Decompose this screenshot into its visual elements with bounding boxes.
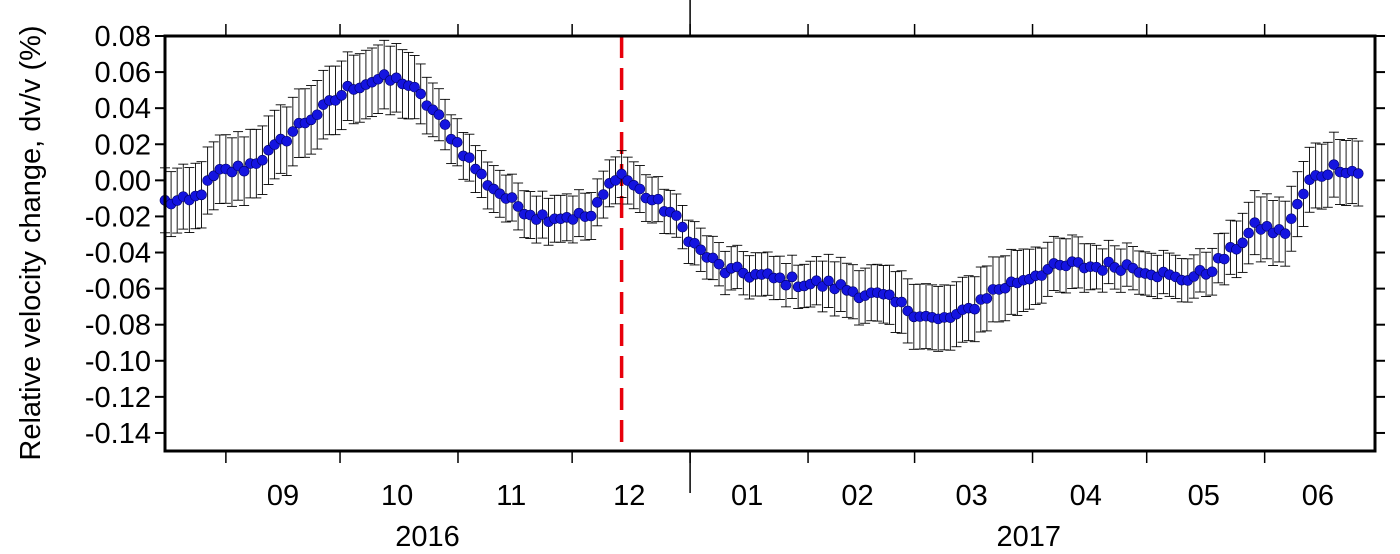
data-point (823, 275, 834, 287)
x-tick-label: 11 (496, 480, 526, 512)
data-point (1261, 220, 1273, 232)
data-point (1322, 169, 1334, 181)
data-point (1279, 228, 1291, 239)
y-tick-label: -0.02 (85, 201, 151, 233)
data-point (695, 244, 707, 256)
data-point (1285, 213, 1297, 225)
y-tick-label: 0.06 (95, 57, 151, 89)
data-point (786, 271, 798, 283)
data-point (634, 183, 646, 195)
data-point (311, 109, 323, 121)
data-point (616, 168, 627, 180)
plot-area (165, 36, 1375, 451)
data-point (336, 90, 347, 101)
y-tick-label: 0.08 (95, 21, 151, 53)
x-tick-label: 12 (613, 480, 645, 512)
data-point (591, 197, 603, 208)
data-point (598, 189, 609, 200)
data-point (415, 88, 426, 100)
x-tick-label: 09 (267, 480, 299, 512)
data-point (1237, 237, 1248, 249)
y-axis: 0.08 0.06 0.04 0.02 0.00 -0.02 -0.04 -0.06 -0.08… (85, 21, 1385, 450)
x-tick-label: 06 (1302, 480, 1334, 512)
x-tick-label: 10 (381, 480, 413, 512)
x-tick-label: 04 (1070, 480, 1102, 512)
y-axis-label: Relative velocity change, dv/v (%) (15, 25, 47, 460)
y-tick-label: 0.02 (95, 129, 151, 161)
data-point (1206, 266, 1218, 278)
data-point (506, 192, 518, 203)
data-point (585, 210, 597, 222)
data-point (208, 170, 220, 182)
data-point (677, 221, 688, 233)
year-label: 2017 (996, 521, 1061, 553)
data-point-layer (159, 69, 1364, 325)
x-axis: 09 10 11 12 01 02 03 04 05 06 2016 2017 (225, 0, 1334, 553)
data-point (476, 168, 487, 180)
data-point (281, 135, 293, 147)
data-point (1249, 217, 1261, 228)
data-point (287, 126, 299, 137)
data-point (780, 279, 792, 291)
data-point (652, 193, 664, 205)
y-tick-label: -0.06 (85, 274, 151, 306)
data-point (1352, 168, 1364, 179)
x-tick-label: 01 (731, 480, 763, 512)
x-tick-label: 02 (841, 480, 873, 512)
data-point (537, 209, 548, 220)
data-point (774, 272, 786, 284)
y-tick-label: -0.14 (85, 418, 151, 450)
y-tick-label: -0.12 (85, 382, 151, 414)
data-point (1298, 188, 1309, 200)
data-point (1328, 159, 1340, 170)
data-point (1243, 227, 1254, 239)
y-tick-label: -0.08 (85, 310, 151, 342)
data-point (512, 201, 524, 212)
y-tick-label: 0.00 (95, 165, 151, 197)
data-point (451, 136, 463, 148)
x-tick-label: 05 (1188, 480, 1220, 512)
data-point (1231, 244, 1242, 255)
data-point (713, 258, 725, 270)
data-point (969, 303, 981, 315)
data-point (1219, 253, 1230, 265)
data-point (464, 152, 475, 163)
year-label: 2016 (395, 521, 460, 553)
data-point (238, 165, 250, 177)
x-tick-label: 03 (956, 480, 988, 512)
plot-frame (163, 34, 1377, 453)
y-tick-label: 0.04 (95, 93, 151, 125)
data-point (1292, 198, 1303, 210)
data-point (689, 237, 700, 249)
data-point (196, 189, 207, 201)
data-point (884, 289, 895, 301)
y-tick-label: -0.10 (85, 346, 151, 378)
data-point (409, 81, 420, 93)
data-point (981, 293, 993, 304)
data-point (671, 210, 682, 221)
data-point (999, 282, 1011, 294)
data-point (1097, 265, 1108, 276)
y-tick-label: -0.04 (85, 238, 151, 270)
data-point (257, 154, 268, 166)
data-point (896, 296, 907, 308)
data-point (439, 119, 451, 130)
data-point (433, 109, 445, 121)
